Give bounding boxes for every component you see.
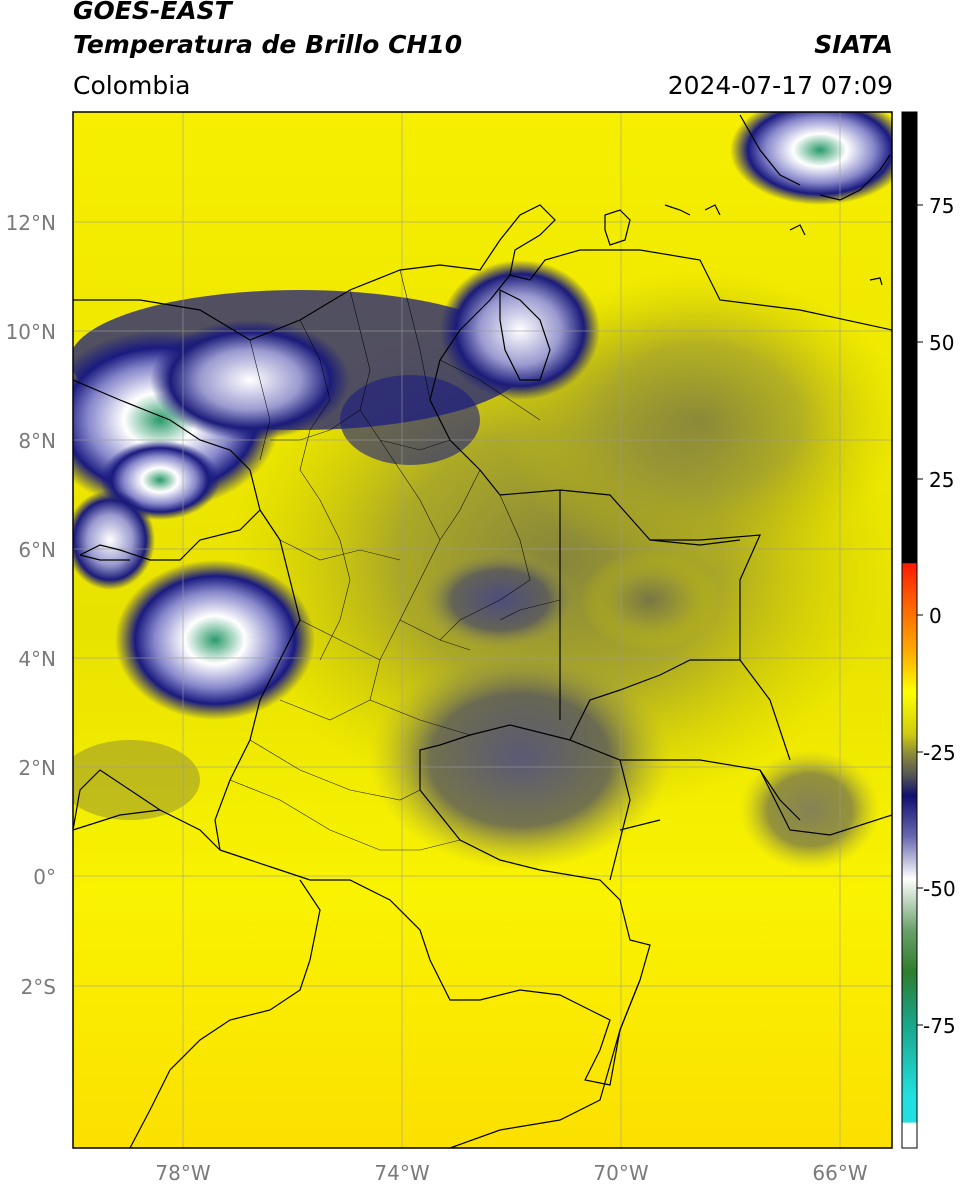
satellite-title: GOES-EAST <box>73 0 232 25</box>
department-borders <box>229 269 561 851</box>
lat-label: 12°N <box>6 211 56 235</box>
lon-label: 66°W <box>812 1161 867 1185</box>
brand-label: SIATA <box>814 30 893 59</box>
lat-label: 4°N <box>18 647 56 671</box>
region-label: Colombia <box>73 71 191 100</box>
latitude-labels: 12°N 10°N 8°N 6°N 4°N 2°N 0° 2°S <box>6 211 56 999</box>
country-borders <box>72 114 893 1149</box>
lat-label: 2°N <box>18 756 56 780</box>
product-title: Temperatura de Brillo CH10 <box>73 30 463 59</box>
map-frame <box>72 111 893 1149</box>
lat-label: 2°S <box>21 975 56 999</box>
colorbar-tick-label: 50 <box>929 331 954 355</box>
graticule <box>73 112 892 1148</box>
colorbar-tick-label: -25 <box>923 741 956 765</box>
colorbar: 75 50 25 0 -25 -50 -75 <box>901 111 956 1149</box>
colorbar-tick-label: 75 <box>929 194 954 218</box>
colorbar-tick-label: -75 <box>923 1014 956 1038</box>
lat-label: 8°N <box>18 429 56 453</box>
lon-label: 78°W <box>155 1161 210 1185</box>
colorbar-ramp <box>902 112 917 1148</box>
lat-label: 0° <box>33 865 56 889</box>
brightness-temperature-field <box>73 112 892 1148</box>
colorbar-tick-label: 0 <box>929 604 942 628</box>
lat-label: 6°N <box>18 538 56 562</box>
lon-label: 70°W <box>593 1161 648 1185</box>
colorbar-tick-label: 25 <box>929 468 954 492</box>
colorbar-frame <box>901 111 918 1149</box>
datetime-label: 2024-07-17 07:09 <box>667 71 893 100</box>
colorbar-tick-label: -50 <box>923 877 956 901</box>
lon-label: 74°W <box>374 1161 429 1185</box>
lat-label: 10°N <box>6 320 56 344</box>
longitude-labels: 78°W 74°W 70°W 66°W <box>155 1161 867 1185</box>
